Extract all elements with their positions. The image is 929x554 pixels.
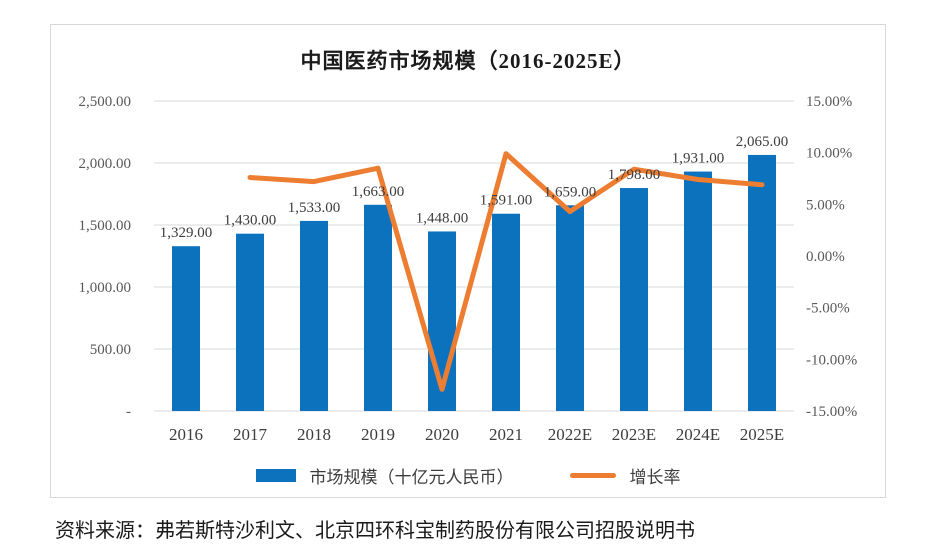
x-axis-label-2019: 2019: [361, 425, 395, 444]
chart-title: 中国医药市场规模（2016-2025E）: [300, 49, 636, 73]
line-series-swatch-icon: [569, 473, 616, 478]
bar-data-label-2024E: 1,931.00: [672, 151, 725, 167]
bar-data-label-2023E: 1,798.00: [608, 167, 661, 183]
right-axis-tick-label: 15.00%: [806, 94, 852, 110]
x-axis-label-2024E: 2024E: [676, 425, 720, 444]
bar-data-label-2016: 1,329.00: [160, 225, 213, 241]
legend-item-market-size: 市场规模（十亿元人民币）: [255, 463, 514, 488]
bar-data-label-2017: 1,430.00: [224, 213, 277, 229]
x-axis-label-2023E: 2023E: [612, 425, 656, 444]
right-axis-tick-label: 0.00%: [806, 249, 845, 265]
bar-2016: [172, 246, 200, 411]
growth-rate-line: [247, 151, 765, 392]
x-axis-label-2020: 2020: [425, 425, 459, 444]
bar-2018: [300, 220, 328, 411]
chart-legend: 市场规模（十亿元人民币） 增长率: [51, 463, 885, 488]
bar-data-label-2020: 1,448.00: [416, 210, 469, 226]
bar-series-swatch-icon: [255, 469, 296, 482]
left-axis-tick-label: 1,500.00: [79, 218, 132, 234]
x-axis-label-2025E: 2025E: [740, 425, 784, 444]
left-axis-tick-label: -: [126, 404, 131, 420]
bar-2022E: [556, 205, 584, 411]
x-axis-label-2022E: 2022E: [548, 425, 592, 444]
legend-label-market-size: 市场规模（十亿元人民币）: [309, 468, 514, 487]
right-axis-tick-label: 10.00%: [806, 146, 852, 162]
bar-data-label-2018: 1,533.00: [288, 200, 341, 216]
bar-2024E: [684, 171, 712, 411]
left-axis-tick-label: 500.00: [90, 342, 131, 358]
legend-item-growth-rate: 增长率: [569, 463, 681, 488]
right-axis-tick-label: -15.00%: [806, 404, 857, 420]
left-axis-tick-label: 2,500.00: [79, 94, 132, 110]
bar-2017: [236, 233, 264, 411]
left-axis-tick-label: 2,000.00: [79, 156, 132, 172]
source-note: 资料来源：弗若斯特沙利文、北京四环科宝制药股份有限公司招股说明书: [55, 520, 695, 542]
bar-data-label-2022E: 1,659.00: [544, 184, 597, 200]
bar-2019: [364, 204, 392, 411]
bar-2021: [492, 213, 520, 411]
chart-container: 中国医药市场规模（2016-2025E） 2,500.00 2,000.00 1,5…: [50, 24, 886, 498]
bar-data-label-2021: 1,591.00: [480, 193, 533, 209]
x-axis-label-2017: 2017: [233, 425, 268, 444]
bar-2023E: [620, 188, 648, 411]
right-axis-tick-label: -5.00%: [806, 301, 850, 317]
x-axis-label-2021: 2021: [489, 425, 523, 444]
bar-data-label-2019: 1,663.00: [352, 184, 405, 200]
bar-data-label-2025E: 2,065.00: [736, 134, 789, 150]
left-axis-tick-label: 1,000.00: [79, 280, 132, 296]
bar-2025E: [748, 154, 776, 411]
chart-plot-area: 2,500.002,000.001,500.001,000.00500.00-1…: [79, 94, 858, 444]
right-axis-tick-label: 5.00%: [806, 197, 845, 213]
x-axis-label-2016: 2016: [169, 425, 203, 444]
x-axis-label-2018: 2018: [297, 425, 331, 444]
legend-label-growth-rate: 增长率: [629, 468, 681, 487]
right-axis-tick-label: -10.00%: [806, 352, 857, 368]
